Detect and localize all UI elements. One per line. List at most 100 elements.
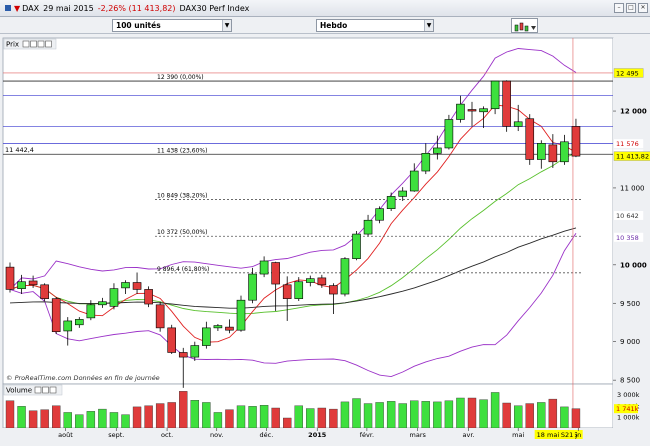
candle: [259, 256, 269, 278]
left-level-label: 11 442,4: [5, 146, 34, 154]
chevron-down-icon[interactable]: ▼: [222, 20, 231, 31]
candle: [340, 257, 350, 297]
volume-bar: [294, 405, 303, 429]
x-tick-label: févr.: [360, 431, 374, 439]
volume-bar: [155, 403, 165, 429]
grid-icon: [30, 40, 37, 48]
candle: [17, 274, 26, 295]
symbol-label[interactable]: ▼ DAX: [4, 4, 39, 13]
volume-bar: [259, 405, 269, 429]
volume-bar: [86, 411, 96, 429]
settings-icon: [22, 40, 30, 48]
candle: [525, 114, 535, 165]
candle: [363, 214, 373, 237]
moving-average-5-line: [9, 104, 577, 343]
x-axis-cursor-marker: [558, 430, 575, 439]
volume-tick-label: 1 000k: [617, 413, 640, 421]
fibonacci-label: 9 896,4 (61,80%): [157, 266, 209, 273]
candle-body-up: [479, 108, 488, 113]
volume-bar: [109, 412, 119, 429]
volume-bar: [444, 400, 454, 429]
candle: [178, 347, 188, 388]
candle-body-down: [571, 126, 581, 157]
minimize-icon[interactable]: –: [614, 3, 624, 13]
x-tick-label: 2015: [308, 431, 327, 439]
price-marker-label: 10 642: [616, 212, 639, 220]
price-marker-label: 10 358: [616, 234, 639, 242]
candle-body-up: [444, 119, 454, 149]
candle-body-up: [433, 147, 442, 154]
close-panel-icon: [37, 40, 45, 48]
candle-body-down: [155, 304, 165, 329]
candle: [248, 267, 257, 304]
volume-bar: [352, 398, 361, 429]
x-axis-strip: [0, 428, 650, 446]
candle: [167, 324, 176, 355]
candle-body-down: [548, 144, 558, 163]
close-icon[interactable]: ✕: [638, 3, 648, 13]
candle-body-up: [490, 80, 500, 110]
chart-type-selector[interactable]: [511, 18, 538, 33]
candle-body-down: [525, 118, 535, 160]
price-marker: [613, 151, 650, 161]
chevron-down-icon[interactable]: ▼: [424, 20, 433, 31]
volume-bar: [410, 400, 419, 429]
y-tick-label: 11 000: [620, 184, 645, 192]
maximize-icon[interactable]: □: [626, 3, 636, 13]
volume-tick-label: 3 000k: [617, 391, 640, 399]
candle-body-down: [167, 327, 176, 353]
candle-body-up: [536, 143, 546, 160]
candle: [352, 230, 361, 261]
down-arrow-icon: ▼: [14, 3, 21, 13]
candle-body-up: [259, 260, 269, 275]
candle-body-up: [386, 196, 396, 209]
candle-body-down: [271, 262, 280, 285]
volume-bar: [421, 401, 430, 429]
candle: [398, 187, 408, 202]
candle-body-up: [109, 288, 119, 307]
candle-body-up: [121, 282, 130, 289]
candle-body-up: [375, 208, 384, 221]
volume-bar: [5, 400, 15, 429]
candle: [51, 297, 61, 335]
toolbar: 100 unités ▼ Hebdo ▼: [0, 17, 650, 34]
candle: [548, 134, 558, 168]
price-marker: [614, 232, 644, 242]
volume-bar: [375, 402, 384, 429]
volume-bar: [75, 414, 84, 429]
chart-area[interactable]: Prix Volume 12 390 (0,00%) 11 438 (23,60%) 1…: [0, 34, 650, 446]
units-dropdown[interactable]: 100 unités ▼: [112, 19, 232, 32]
x-tick-label: 18 mai 2015: [537, 431, 578, 439]
candle: [98, 297, 107, 308]
fibonacci-label: 12 390 (0,00%): [157, 74, 204, 81]
volume-bar: [514, 405, 523, 429]
volume-panel-header: [3, 384, 63, 396]
candle: [121, 280, 130, 295]
candle-body-down: [28, 280, 38, 286]
volume-bar: [340, 401, 350, 429]
candle-body-down: [329, 285, 338, 295]
volume-bar: [225, 409, 234, 429]
period-dropdown[interactable]: Hebdo ▼: [316, 19, 434, 32]
fibonacci-label: 10 849 (38,20%): [157, 193, 207, 200]
volume-marker-label: 1 741k: [616, 405, 639, 413]
volume-bar: [467, 397, 477, 429]
candle: [5, 262, 15, 293]
candle-body-down: [282, 284, 292, 299]
candle-body-up: [352, 233, 361, 259]
candle-body-down: [178, 352, 188, 358]
volume-bar: [17, 406, 26, 429]
volume-bar: [479, 399, 488, 429]
candle: [155, 301, 165, 332]
date-label: 29 mai 2015: [43, 3, 94, 13]
y-tick-label: 9 500: [620, 300, 640, 308]
candle: [490, 80, 500, 115]
volume-bar: [456, 397, 465, 429]
volume-bar: [560, 406, 569, 429]
candle-body-up: [213, 325, 223, 329]
candle: [63, 317, 73, 346]
volume-bar: [537, 402, 546, 429]
volume-bar: [433, 401, 442, 429]
candle-body-up: [63, 320, 73, 332]
